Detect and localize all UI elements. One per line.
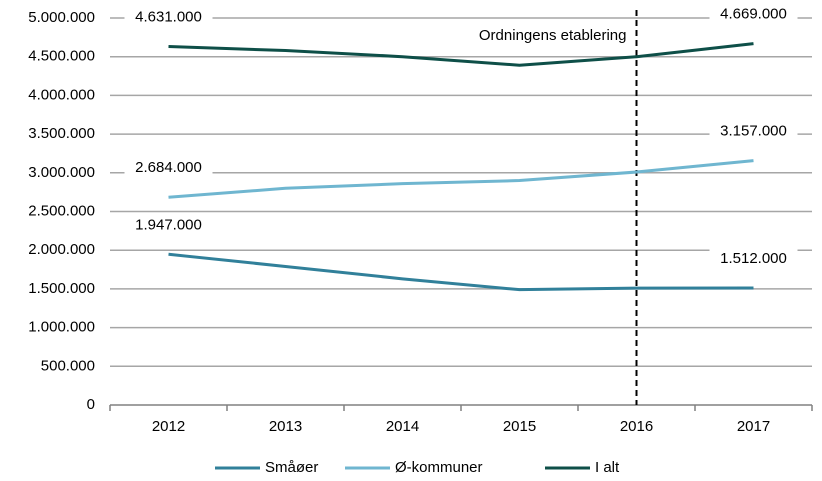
label-bg <box>709 4 798 25</box>
y-tick-label: 3.500.000 <box>28 125 95 142</box>
series-line <box>168 252 754 292</box>
data-label: 1.512.000 <box>720 250 787 267</box>
x-tick-label: 2014 <box>386 418 419 435</box>
data-label: 4.669.000 <box>720 6 787 23</box>
legend-label: Småøer <box>265 459 318 476</box>
y-tick-label: 5.000.000 <box>28 9 95 26</box>
x-tick-label: 2015 <box>503 418 536 435</box>
y-tick-label: 2.500.000 <box>28 202 95 219</box>
y-tick-label: 1.000.000 <box>28 319 95 336</box>
data-label: 1.947.000 <box>135 216 202 233</box>
y-tick-label: 500.000 <box>41 357 95 374</box>
label-bg <box>709 248 798 269</box>
x-tick-label: 2016 <box>620 418 653 435</box>
legend-label: Ø-kommuner <box>395 459 483 476</box>
label-bg <box>709 121 798 142</box>
series-line <box>168 42 754 67</box>
label-bg <box>124 7 213 28</box>
label-bg <box>124 158 213 179</box>
y-tick-label: 1.500.000 <box>28 280 95 297</box>
series-line <box>168 159 754 199</box>
y-tick-label: 4.500.000 <box>28 48 95 65</box>
y-tick-label: 2.000.000 <box>28 241 95 258</box>
x-tick-label: 2013 <box>269 418 302 435</box>
legend-label: I alt <box>595 459 620 476</box>
y-tick-label: 3.000.000 <box>28 164 95 181</box>
x-tick-label: 2012 <box>152 418 185 435</box>
label-bg <box>124 215 213 236</box>
y-tick-label: 0 <box>87 396 95 413</box>
annotation-text: Ordningens etablering <box>479 27 627 44</box>
x-tick-label: 2017 <box>737 418 770 435</box>
data-label: 2.684.000 <box>135 159 202 176</box>
data-label: 3.157.000 <box>720 123 787 140</box>
data-label: 4.631.000 <box>135 9 202 26</box>
y-tick-label: 4.000.000 <box>28 86 95 103</box>
